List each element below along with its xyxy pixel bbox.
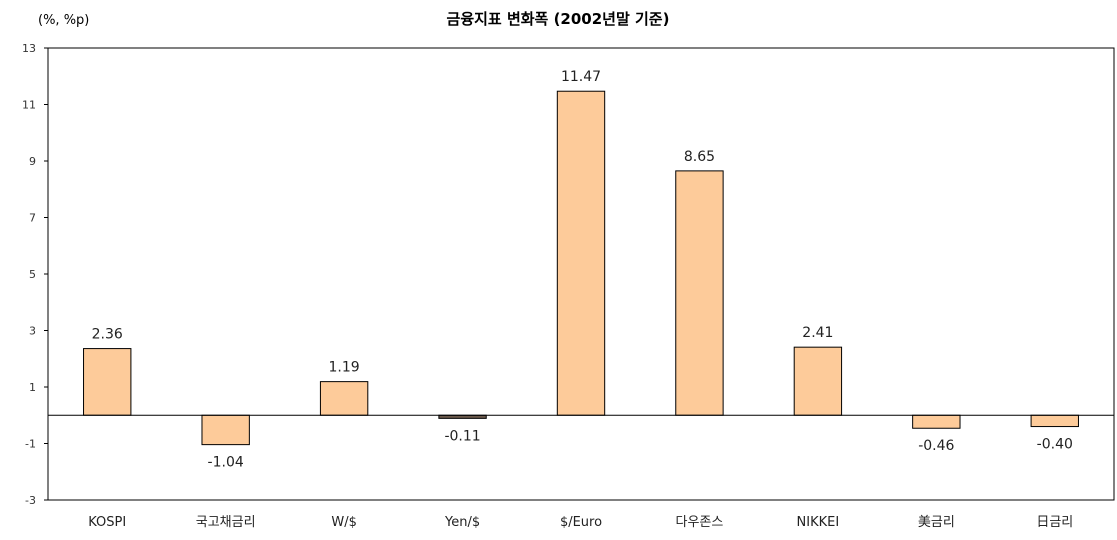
- y-tick-label: 13: [22, 42, 36, 55]
- data-label-1: -1.04: [208, 455, 244, 471]
- bar-2: [319, 381, 369, 416]
- y-tick-label: 11: [22, 99, 36, 112]
- y-tick-label: 5: [29, 268, 36, 281]
- category-label-0: KOSPI: [88, 515, 126, 530]
- bar-1: [201, 414, 250, 446]
- bar-5: [675, 170, 724, 416]
- category-label-1: 국고채금리: [196, 515, 256, 530]
- data-label-7: -0.46: [918, 438, 954, 454]
- bar-4: [556, 90, 606, 416]
- y-tick-label: 7: [29, 212, 36, 225]
- category-label-4: $/Euro: [560, 515, 602, 530]
- category-label-5: 다우존스: [676, 515, 724, 530]
- data-label-2: 1.19: [329, 360, 360, 376]
- data-label-3: -0.11: [444, 428, 480, 444]
- data-label-4: 11.47: [561, 69, 601, 85]
- bar-7: [912, 414, 961, 429]
- y-tick-label: 1: [29, 381, 36, 394]
- y-tick-label: 3: [29, 325, 36, 338]
- category-label-3: Yen/$: [444, 515, 480, 530]
- bar-6: [793, 346, 843, 416]
- category-labels: KOSPI 국고채금리 W/$ Yen/$ $/Euro 다우존스 NIKKEI 美금리 日금리: [88, 515, 1073, 530]
- y-tick-label: -3: [25, 494, 36, 507]
- bar-8: [1030, 414, 1079, 428]
- data-label-8: -0.40: [1037, 437, 1073, 453]
- chart-title: 금융지표 변화폭 (2002년말 기준): [447, 10, 670, 28]
- category-label-2: W/$: [331, 515, 357, 530]
- category-label-6: NIKKEI: [797, 515, 840, 530]
- category-label-7: 美금리: [918, 515, 955, 530]
- bar-0: [83, 348, 132, 416]
- category-label-8: 日금리: [1036, 515, 1073, 530]
- data-label-5: 8.65: [684, 149, 715, 165]
- unit-label: (%, %p): [38, 13, 89, 28]
- data-labels: 2.36 -1.04 1.19 -0.11 11.47 8.65 2.41 -0.46 -0.4…: [92, 69, 1073, 470]
- data-label-6: 2.41: [802, 325, 833, 341]
- bars: [83, 90, 1079, 446]
- data-label-0: 2.36: [92, 327, 123, 343]
- y-tick-label: -1: [25, 438, 36, 451]
- y-tick-label: 9: [29, 155, 36, 168]
